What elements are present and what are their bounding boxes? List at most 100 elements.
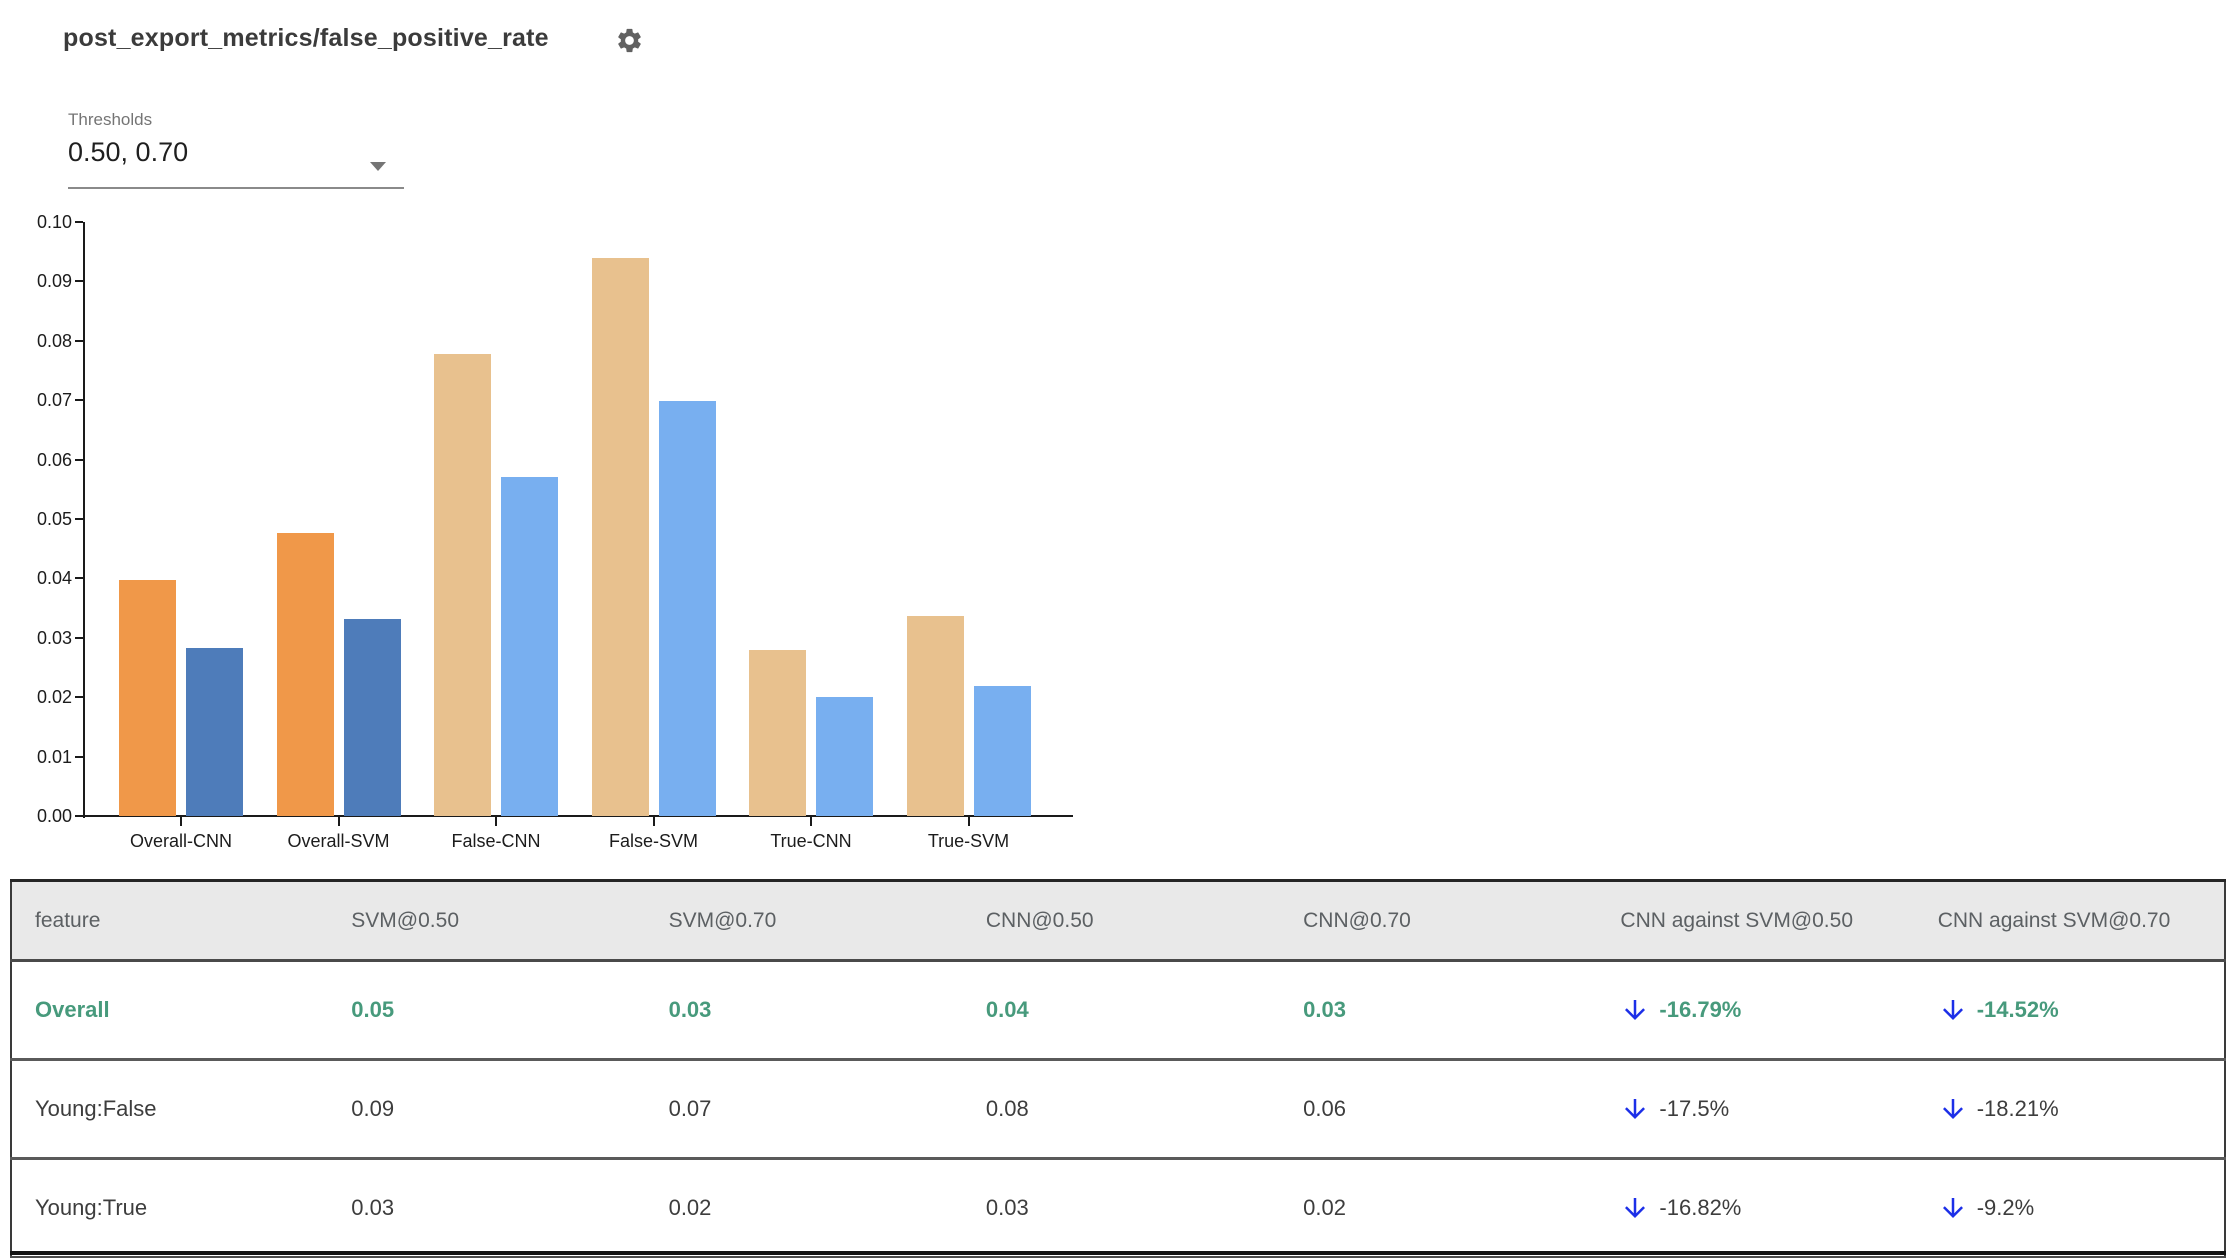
value-cell: 0.06 xyxy=(1293,1059,1611,1160)
delta-value: -16.82% xyxy=(1659,1195,1742,1220)
value-cell: 0.03 xyxy=(1293,960,1611,1061)
arrow-down-icon xyxy=(1625,1099,1646,1119)
value-cell: 0.02 xyxy=(1293,1158,1611,1258)
col-header-svm-070: SVM@0.70 xyxy=(658,879,976,962)
delta-cell: -14.52% xyxy=(1927,960,2225,1061)
table-header-row: feature SVM@0.50 SVM@0.70 CNN@0.50 CNN@0… xyxy=(11,879,2225,962)
value-cell: 0.02 xyxy=(658,1158,976,1258)
y-tick-label: 0.10 xyxy=(36,212,72,232)
x-tick-label: Overall-CNN xyxy=(129,831,232,851)
arrow-down-icon xyxy=(1942,1099,1963,1119)
bar-false-cnn-threshold-0.50[interactable] xyxy=(434,354,491,816)
x-tick-mark xyxy=(810,817,812,826)
bar-chart: 0.00 0.01 0.02 0.03 0.04 0.05 0.06 0.07 0.08 0.09… xyxy=(0,0,1120,870)
value-cell: 0.03 xyxy=(658,960,976,1061)
x-tick-label: True-CNN xyxy=(770,831,852,851)
y-tick-label: 0.03 xyxy=(36,627,72,648)
value-cell: 0.03 xyxy=(341,1158,659,1258)
y-tick-mark xyxy=(75,458,83,461)
col-header-feature: feature xyxy=(11,879,342,962)
y-tick-mark xyxy=(75,399,83,402)
y-tick-label: 0.07 xyxy=(36,390,72,411)
y-tick-label: 0.04 xyxy=(36,568,72,589)
y-tick-mark xyxy=(75,755,83,758)
thresholds-label: Thresholds xyxy=(68,110,153,129)
x-tick-mark xyxy=(652,817,655,826)
delta-cell: -18.21% xyxy=(1927,1059,2225,1160)
y-tick-label: 0.06 xyxy=(36,449,72,470)
feature-cell: Young:False xyxy=(11,1059,342,1160)
table-row-overall: Overall 0.05 0.03 0.04 0.03 -16.79% -14.… xyxy=(11,960,2225,1061)
x-tick-mark xyxy=(967,817,970,826)
delta-value: -17.5% xyxy=(1659,1096,1730,1121)
bar-overall-cnn-threshold-0.50[interactable] xyxy=(119,579,176,816)
x-tick-mark xyxy=(180,817,182,826)
y-tick-mark xyxy=(75,636,83,639)
col-header-svm-050: SVM@0.50 xyxy=(341,879,659,962)
thresholds-value[interactable]: 0.50, 0.70 xyxy=(68,137,189,167)
bar-true-cnn-threshold-0.50[interactable] xyxy=(749,649,806,816)
arrow-down-icon xyxy=(1942,1000,1963,1020)
y-tick-mark xyxy=(75,280,83,283)
x-tick-label: True-SVM xyxy=(927,831,1010,851)
metrics-table: feature SVM@0.50 SVM@0.70 CNN@0.50 CNN@0… xyxy=(10,879,2226,1258)
feature-cell: Young:True xyxy=(11,1158,342,1258)
x-axis-line xyxy=(83,815,1073,817)
y-tick-label: 0.05 xyxy=(36,509,72,529)
value-cell: 0.08 xyxy=(975,1059,1294,1160)
feature-cell: Overall xyxy=(11,960,342,1061)
table-bottom-edge xyxy=(10,1251,2226,1255)
y-tick-mark xyxy=(75,221,83,223)
y-tick-mark xyxy=(75,696,83,699)
y-tick-mark xyxy=(75,339,83,342)
bar-false-svm-threshold-0.50[interactable] xyxy=(591,257,649,816)
bar-false-cnn-threshold-0.70[interactable] xyxy=(501,477,558,816)
col-header-cnn-vs-svm-050: CNN against SVM@0.50 xyxy=(1610,879,1928,962)
value-cell: 0.05 xyxy=(341,960,659,1061)
delta-value: -16.79% xyxy=(1659,997,1742,1022)
y-tick-label: 0.02 xyxy=(36,687,72,708)
bar-true-cnn-threshold-0.70[interactable] xyxy=(816,697,873,816)
x-tick-label: False-CNN xyxy=(451,831,541,851)
bar-overall-svm-threshold-0.70[interactable] xyxy=(343,619,401,816)
x-tick-mark xyxy=(495,817,497,826)
delta-cell: -17.5% xyxy=(1610,1059,1928,1160)
value-cell: 0.07 xyxy=(658,1059,976,1160)
arrow-down-icon xyxy=(1625,1000,1646,1020)
y-tick-mark xyxy=(75,518,83,520)
chevron-down-icon[interactable] xyxy=(370,162,386,171)
value-cell: 0.04 xyxy=(975,960,1294,1061)
col-header-cnn-vs-svm-070: CNN against SVM@0.70 xyxy=(1927,879,2225,962)
dropdown-underline xyxy=(68,187,404,189)
y-tick-label: 0.08 xyxy=(36,330,72,351)
value-cell: 0.09 xyxy=(341,1059,659,1160)
settings-gear-icon[interactable] xyxy=(615,26,644,55)
x-tick-label: False-SVM xyxy=(608,831,698,851)
y-tick-mark xyxy=(75,815,83,817)
y-tick-mark xyxy=(75,577,83,580)
bar-overall-svm-threshold-0.50[interactable] xyxy=(276,532,334,816)
thresholds-dropdown[interactable]: Thresholds 0.50, 0.70 xyxy=(68,110,404,189)
col-header-cnn-070: CNN@0.70 xyxy=(1293,879,1611,962)
arrow-down-icon xyxy=(1942,1198,1963,1218)
x-tick-mark xyxy=(337,817,340,826)
bar-overall-cnn-threshold-0.70[interactable] xyxy=(186,647,243,816)
table-row-young-false: Young:False 0.09 0.07 0.08 0.06 -17.5% -… xyxy=(11,1059,2225,1160)
arrow-down-icon xyxy=(1625,1198,1646,1218)
y-tick-label: 0.09 xyxy=(36,271,72,292)
metric-title: post_export_metrics/false_positive_rate xyxy=(63,24,549,52)
delta-cell: -16.79% xyxy=(1610,960,1928,1061)
col-header-cnn-050: CNN@0.50 xyxy=(975,879,1294,962)
y-tick-label: 0.00 xyxy=(36,806,72,826)
delta-cell: -9.2% xyxy=(1927,1158,2225,1258)
bar-true-svm-threshold-0.50[interactable] xyxy=(906,616,964,816)
delta-value: -18.21% xyxy=(1976,1096,2059,1121)
delta-cell: -16.82% xyxy=(1610,1158,1928,1258)
x-tick-label: Overall-SVM xyxy=(287,831,390,851)
bar-true-svm-threshold-0.70[interactable] xyxy=(973,685,1031,816)
value-cell: 0.03 xyxy=(975,1158,1294,1258)
y-axis-line xyxy=(83,222,85,818)
delta-value: -14.52% xyxy=(1976,997,2059,1022)
bar-false-svm-threshold-0.70[interactable] xyxy=(658,401,716,816)
